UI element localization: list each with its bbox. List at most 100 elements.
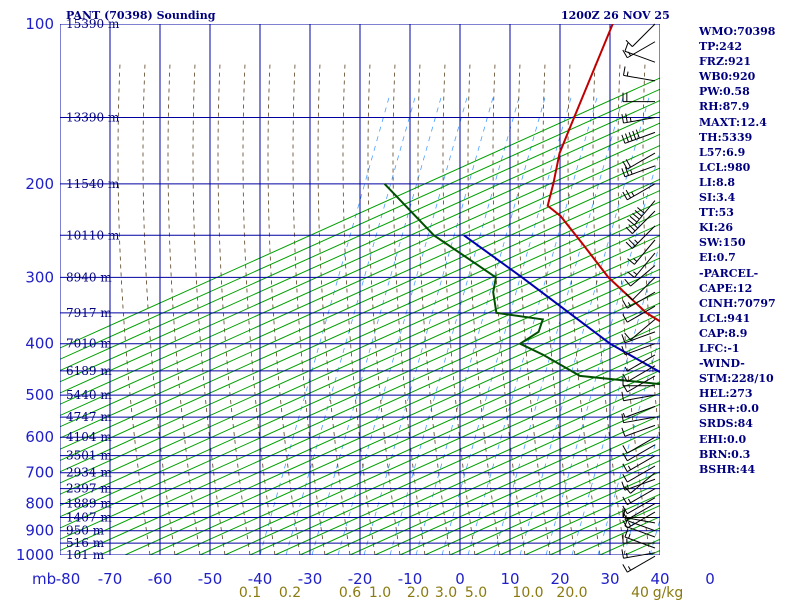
- wind-barb-flag: [621, 168, 626, 177]
- temperature-tick: -50: [198, 570, 223, 588]
- moist-adiabats: [117, 63, 660, 555]
- wind-barb-flag: [628, 224, 636, 232]
- index-item: WMO:70398: [699, 25, 776, 38]
- height-label: 4104 m: [66, 430, 112, 444]
- wind-barb-flag: [624, 528, 629, 538]
- temperature-tick: -60: [148, 570, 173, 588]
- wind-barb-staff: [624, 536, 656, 549]
- wind-barb-staff: [627, 497, 656, 515]
- temperature-tick: -40: [248, 570, 273, 588]
- wind-barb-flag: [622, 383, 628, 393]
- mixing-ratio-tick: 1.0: [369, 585, 391, 600]
- wind-barb-flag: [622, 564, 628, 573]
- wind-barb-flag: [633, 258, 638, 262]
- wind-barb-flag: [634, 210, 643, 217]
- moist-adiabat: [217, 63, 251, 555]
- wind-barb: [622, 444, 656, 462]
- pressure-tick: 700: [25, 464, 54, 482]
- wind-barb-flag: [621, 114, 624, 124]
- moist-adiabat: [142, 63, 176, 555]
- moist-adiabat: [542, 63, 576, 555]
- wind-barb-staff: [632, 276, 656, 301]
- wind-barb-staff: [634, 200, 656, 226]
- wind-barb-flag: [633, 271, 638, 276]
- wind-barb-flag: [625, 113, 628, 123]
- wind-barb-flag: [626, 484, 630, 490]
- wind-barb: [622, 503, 656, 520]
- wind-barb-staff: [624, 331, 656, 344]
- pressure-axis: 100 200 300 400 500 600 700 800 900 1000 mb: [16, 15, 56, 588]
- temperature-tick: 30: [600, 570, 619, 588]
- wind-barb: [627, 200, 656, 226]
- dry-adiabat: [60, 178, 660, 450]
- moist-adiabat: [117, 63, 151, 555]
- wind-barb-staff: [627, 41, 656, 59]
- height-label: 1889 m: [66, 497, 112, 511]
- wind-barb-staff: [627, 503, 656, 520]
- index-item: KI:26: [699, 221, 734, 235]
- index-item: BRN:0.3: [699, 447, 751, 461]
- mixing-ratio-tick: 0.2: [279, 585, 301, 600]
- wind-barb-staff: [627, 291, 656, 309]
- height-label: 2934 m: [66, 466, 112, 480]
- grid: [60, 24, 660, 555]
- index-item: CAP:8.9: [699, 326, 748, 340]
- moist-adiabat: [342, 63, 376, 555]
- wind-barb-staff: [627, 455, 656, 473]
- wind-barb: [622, 436, 656, 454]
- wind-barb-flag: [627, 465, 632, 470]
- wind-barb-flag: [627, 498, 632, 503]
- index-item: CINH:70797: [699, 296, 776, 310]
- wind-barb-flag: [621, 134, 626, 144]
- wind-barb-flag: [627, 521, 632, 527]
- wind-barb-flag: [624, 486, 631, 494]
- height-label: 516 m: [66, 536, 105, 550]
- wind-barb-staff: [627, 354, 656, 372]
- pressure-unit: mb: [32, 570, 56, 588]
- wind-barb-flag: [625, 189, 632, 199]
- wind-barb-flag: [622, 496, 628, 505]
- wind-barb-flag: [627, 51, 632, 57]
- index-item: LI:8.8: [699, 175, 736, 189]
- mixing-ratio-tick: 2.0: [407, 585, 429, 600]
- profiles: [383, 24, 660, 386]
- moist-adiabat: [242, 63, 276, 555]
- wind-barb: [622, 291, 656, 309]
- wind-barb-flag: [621, 346, 626, 355]
- wind-barb-flag: [624, 332, 631, 341]
- mixing-ratio-line: [311, 93, 443, 555]
- height-label: 8940 m: [66, 270, 112, 284]
- moist-adiabat: [467, 63, 501, 555]
- mixing-ratio-line: [285, 93, 417, 555]
- index-item: RH:87.9: [699, 100, 750, 114]
- wind-barb-flag: [622, 49, 628, 58]
- wind-barb: [625, 276, 656, 301]
- dry-adiabat: [60, 111, 660, 383]
- height-label: 10110 m: [66, 228, 120, 242]
- dry-adiabat: [60, 99, 660, 372]
- height-label: 5440 m: [66, 388, 112, 402]
- wind-barb: [624, 319, 656, 341]
- mixing-ratio-line: [545, 149, 660, 555]
- wind-barbs: [621, 23, 656, 573]
- wind-barb-flag: [627, 271, 635, 278]
- index-item: HEL:273: [699, 387, 753, 401]
- wind-barb: [622, 375, 656, 393]
- wind-barb-staff: [634, 239, 656, 265]
- wind-barb-flag: [622, 373, 628, 382]
- moist-adiabat: [167, 63, 201, 555]
- index-item: LFC:-1: [699, 341, 740, 355]
- wind-barb-staff: [627, 511, 656, 529]
- moist-adiabat: [617, 63, 651, 555]
- wind-barb: [621, 113, 656, 124]
- height-label: 950 m: [66, 524, 105, 538]
- wind-barb: [622, 41, 656, 59]
- index-item: BSHR:44: [699, 462, 756, 476]
- wind-barb: [622, 455, 656, 473]
- height-label: 13390 m: [66, 111, 120, 125]
- wind-barb-flag: [630, 169, 633, 175]
- height-label: 4747 m: [66, 410, 112, 424]
- wind-barb: [621, 343, 656, 356]
- wind-barb-staff: [627, 436, 656, 454]
- wind-barb: [624, 528, 656, 549]
